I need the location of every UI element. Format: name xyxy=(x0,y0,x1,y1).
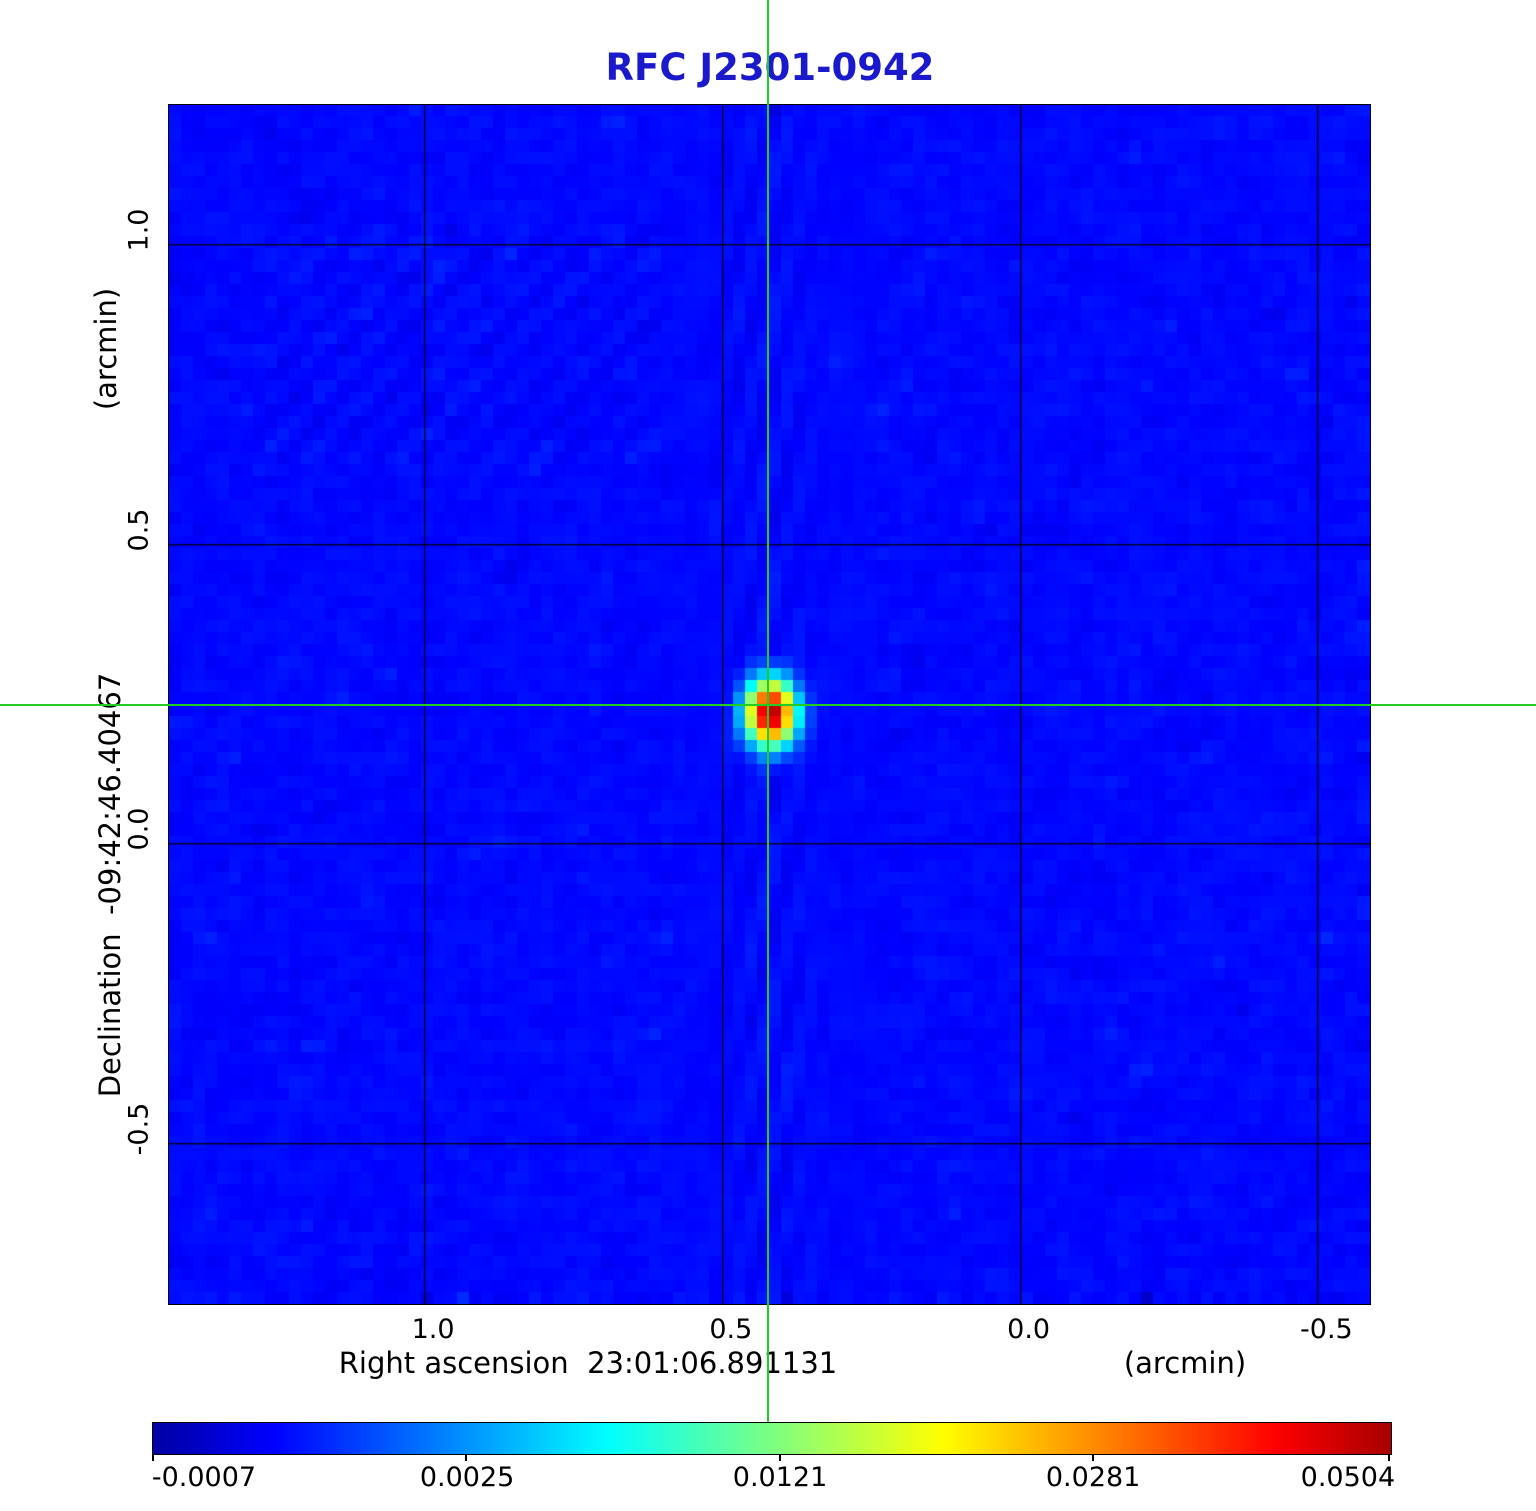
colorbar-tick xyxy=(779,1454,782,1461)
x-tick-label: -0.5 xyxy=(1300,1314,1353,1345)
x-tick-label: 0.5 xyxy=(709,1314,753,1345)
colorbar-tick-label: 0.0281 xyxy=(1045,1462,1141,1493)
y-axis-label: Declination -09:42:46.40467 xyxy=(93,672,127,1098)
crosshair-horizontal-line xyxy=(0,704,1536,707)
y-tick-label: 0.5 xyxy=(123,508,155,551)
page-title: RFC J2301-0942 xyxy=(605,46,935,89)
x-tick-label: 0.0 xyxy=(1007,1314,1051,1345)
colorbar-tick-label: 0.0025 xyxy=(419,1462,515,1493)
colorbar-canvas xyxy=(153,1423,1391,1454)
colorbar-tick-label: 0.0121 xyxy=(732,1462,828,1493)
colorbar-tick xyxy=(465,1454,468,1461)
colorbar xyxy=(152,1422,1392,1455)
x-axis-label: Right ascension 23:01:06.891131 xyxy=(338,1346,838,1380)
x-tick-label: 1.0 xyxy=(411,1314,455,1345)
x-axis-unit-label: (arcmin) xyxy=(1123,1346,1247,1380)
colorbar-tick xyxy=(1092,1454,1095,1461)
y-axis-unit-label: (arcmin) xyxy=(89,287,123,411)
y-tick-label: -0.5 xyxy=(123,1102,155,1156)
y-tick-label: 0.0 xyxy=(123,807,155,851)
y-tick-label: 1.0 xyxy=(123,208,155,252)
crosshair-vertical-line xyxy=(766,0,769,1422)
colorbar-tick xyxy=(152,1454,155,1461)
colorbar-tick-label: -0.0007 xyxy=(151,1462,257,1493)
colorbar-tick xyxy=(1387,1454,1390,1461)
colorbar-tick-label: 0.0504 xyxy=(1300,1462,1396,1493)
